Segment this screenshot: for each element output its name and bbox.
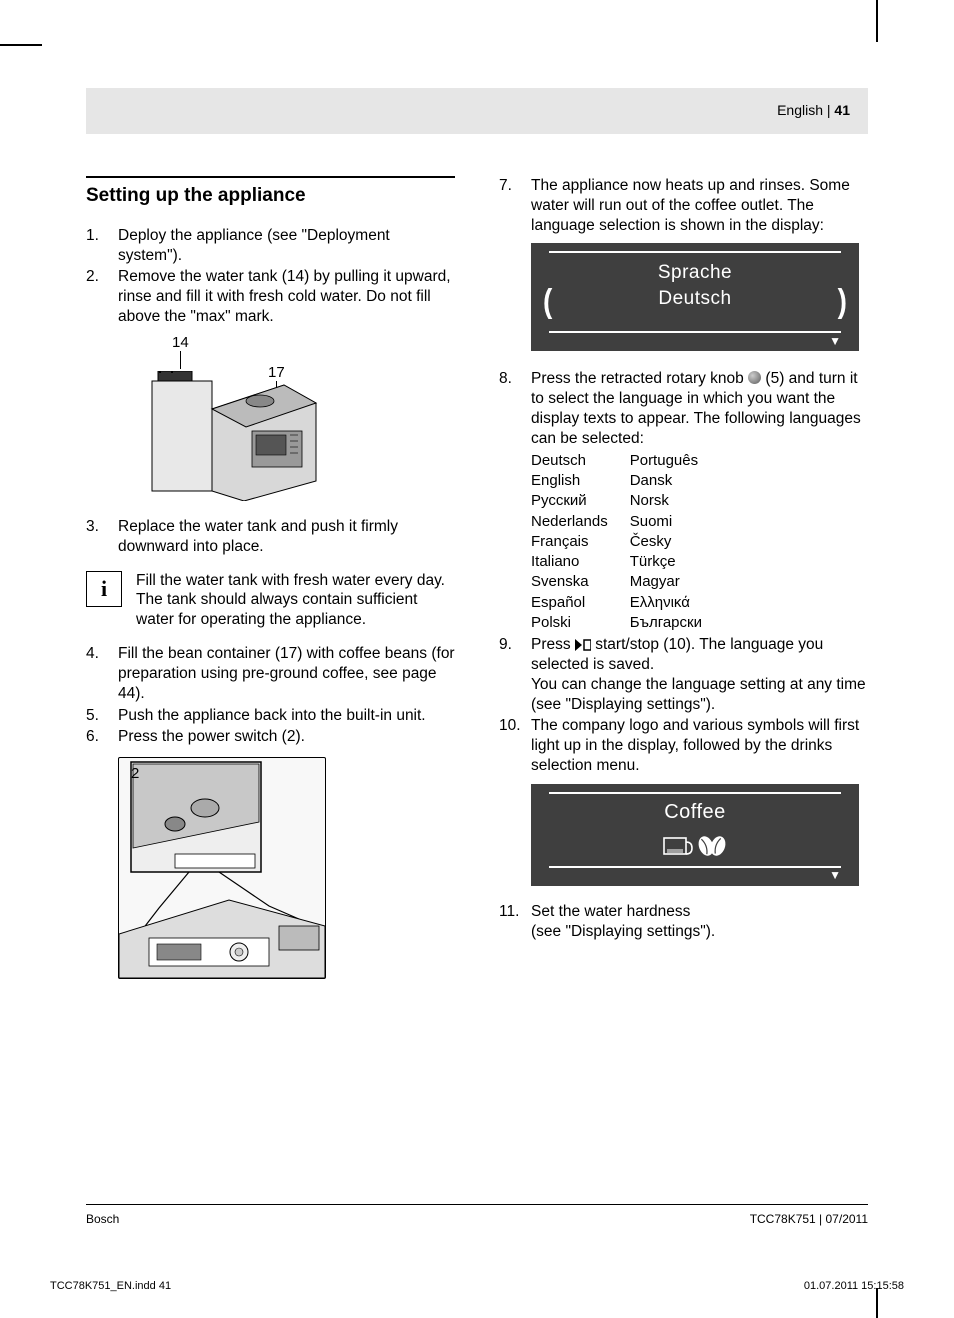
step-7: The appliance now heats up and rinses. S… [499, 176, 868, 235]
display-line1: Sprache [531, 261, 859, 285]
start-stop-icon [575, 639, 591, 651]
bracket-right-icon: ) [838, 280, 847, 323]
callout-2: 2 [131, 764, 139, 783]
step-5: Push the appliance back into the built-i… [86, 706, 455, 726]
display-line2: Deutsch [531, 287, 859, 311]
coffee-cup-beans-icon [660, 832, 730, 860]
steps-list-right-4: Set the water hardness (see "Displaying … [499, 902, 868, 942]
page-sep: | [823, 102, 834, 118]
step-9-text-a: Press [531, 636, 575, 653]
page-number: 41 [834, 102, 850, 118]
display-coffee-icons [531, 832, 859, 866]
lang-item: Türkçe [630, 552, 702, 572]
section-heading: Setting up the appliance [86, 184, 455, 208]
water-tank-illustration [132, 371, 322, 501]
rotary-knob-icon [748, 371, 761, 384]
page: English | 41 Setting up the appliance De… [0, 0, 954, 1318]
page-header-band: English | 41 [86, 88, 868, 134]
step-11-text-a: Set the water hardness [531, 903, 690, 920]
lang-item: Polski [531, 613, 608, 633]
lang-item: Česky [630, 532, 702, 552]
page-language: English [777, 102, 823, 118]
crop-mark [876, 1288, 878, 1318]
steps-list-right: The appliance now heats up and rinses. S… [499, 176, 868, 235]
lang-item: Deutsch [531, 451, 608, 471]
display-rule-top [549, 251, 841, 253]
steps-list-left-cont2: Fill the bean container (17) with coffee… [86, 644, 455, 747]
callout-14: 14 [172, 333, 189, 352]
page-footer: Bosch TCC78K751 | 07/2011 [86, 1212, 868, 1226]
right-column: The appliance now heats up and rinses. S… [499, 176, 868, 989]
step-8-text-a: Press the retracted rotary knob [531, 370, 748, 387]
content: Setting up the appliance Deploy the appl… [86, 176, 868, 989]
meta-timestamp: 01.07.2011 15:15:58 [804, 1280, 904, 1292]
footer-brand: Bosch [86, 1212, 119, 1226]
print-metadata: TCC78K751_EN.indd 41 01.07.2011 15:15:58 [50, 1280, 904, 1292]
step-2: Remove the water tank (14) by pulling it… [86, 267, 455, 326]
meta-file: TCC78K751_EN.indd 41 [50, 1280, 171, 1292]
lang-item: Nederlands [531, 512, 608, 532]
lang-item: Ελληνικά [630, 593, 702, 613]
display-language: Sprache ( Deutsch ) ▼ [531, 243, 859, 351]
figure-box: 14 17 [118, 337, 326, 507]
lang-item: Suomi [630, 512, 702, 532]
step-4: Fill the bean container (17) with coffee… [86, 644, 455, 703]
steps-list-right-3: Press start/stop (10). The language you … [499, 635, 868, 776]
footer-docid: TCC78K751 | 07/2011 [750, 1212, 868, 1226]
chevron-down-icon: ▼ [829, 868, 841, 883]
crop-mark [876, 0, 878, 42]
steps-list-left: Deploy the appliance (see "Deployment sy… [86, 226, 455, 327]
figure-water-tank: 14 17 [118, 337, 455, 507]
lang-item: Български [630, 613, 702, 633]
steps-list-left-cont: Replace the water tank and push it firml… [86, 517, 455, 557]
lang-item: Magyar [630, 572, 702, 592]
lang-item: Español [531, 593, 608, 613]
step-3: Replace the water tank and push it firml… [86, 517, 455, 557]
steps-list-right-2: Press the retracted rotary knob (5) and … [499, 369, 868, 448]
lang-item: Português [630, 451, 702, 471]
language-list: Deutsch English Русский Nederlands Franç… [531, 451, 868, 633]
display-coffee-label: Coffee [531, 800, 859, 826]
lang-item: Dansk [630, 471, 702, 491]
lang-item: Français [531, 532, 608, 552]
info-icon: i [86, 571, 122, 607]
crop-mark [0, 44, 42, 46]
power-switch-illustration [119, 758, 327, 980]
language-col-2: Português Dansk Norsk Suomi Česky Türkçe… [630, 451, 702, 633]
lang-item: English [531, 471, 608, 491]
step-1: Deploy the appliance (see "Deployment sy… [86, 226, 455, 266]
display-coffee: Coffee ▼ [531, 784, 859, 886]
step-6: Press the power switch (2). [86, 727, 455, 747]
display-rule-top [549, 792, 841, 794]
footer-rule [86, 1204, 868, 1205]
lang-item: Norsk [630, 491, 702, 511]
info-box: i Fill the water tank with fresh water e… [86, 571, 455, 630]
step-11: Set the water hardness (see "Displaying … [499, 902, 868, 942]
step-11-text-b: (see "Displaying settings"). [531, 923, 715, 940]
language-col-1: Deutsch English Русский Nederlands Franç… [531, 451, 608, 633]
heading-rule [86, 176, 455, 178]
page-header-text: English | 41 [777, 102, 850, 118]
step-10: The company logo and various symbols wil… [499, 716, 868, 775]
info-text: Fill the water tank with fresh water eve… [136, 571, 455, 630]
display-rule-bottom [549, 866, 841, 868]
figure-power-switch: 2 [118, 757, 326, 979]
left-column: Setting up the appliance Deploy the appl… [86, 176, 455, 989]
lang-item: Italiano [531, 552, 608, 572]
display-rule-bottom [549, 331, 841, 333]
lang-item: Русский [531, 491, 608, 511]
step-8: Press the retracted rotary knob (5) and … [499, 369, 868, 448]
step-9: Press start/stop (10). The language you … [499, 635, 868, 714]
step-9-text-c: You can change the language setting at a… [531, 676, 866, 713]
lang-item: Svenska [531, 572, 608, 592]
chevron-down-icon: ▼ [829, 334, 841, 349]
